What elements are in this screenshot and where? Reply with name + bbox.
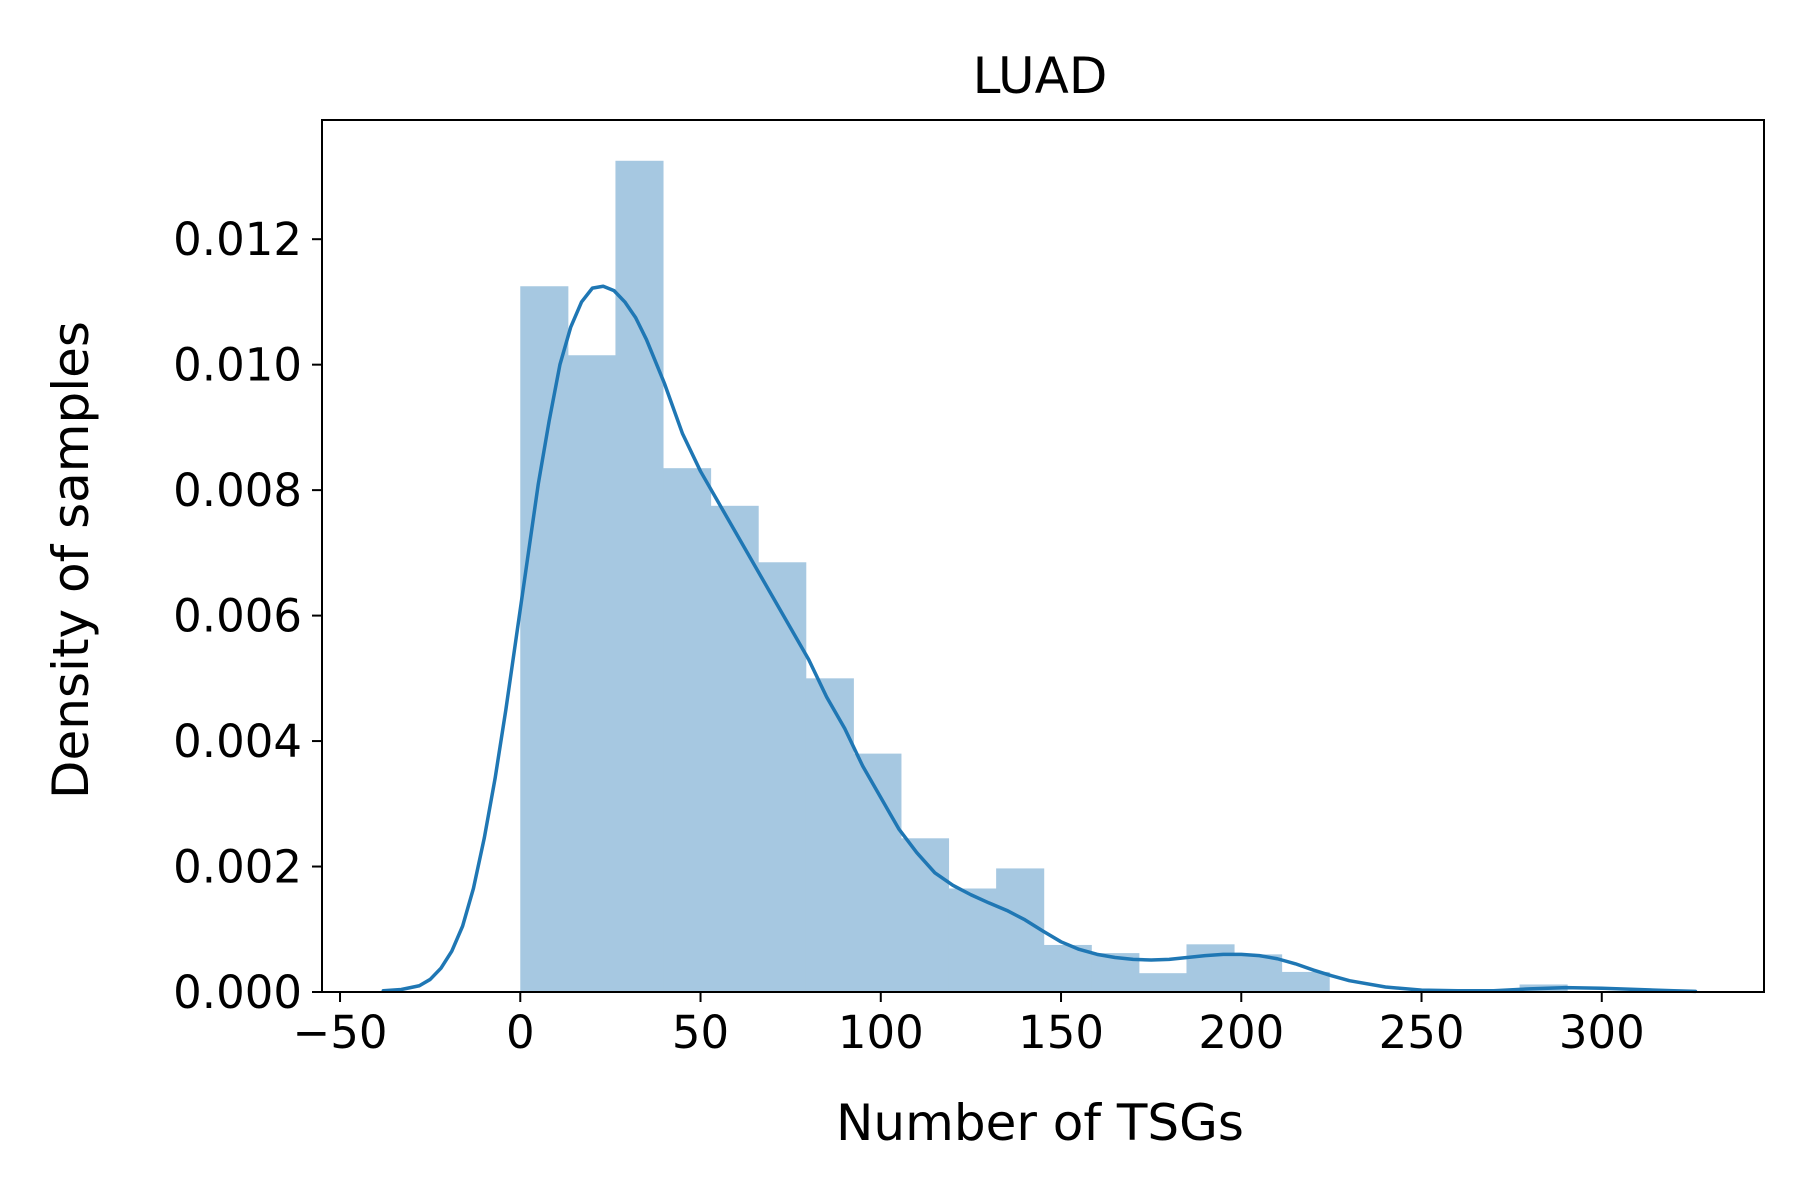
x-tick-label: 0 xyxy=(506,1006,535,1059)
x-tick-label: 100 xyxy=(838,1006,924,1059)
histogram-bar xyxy=(615,160,664,992)
histogram-bar xyxy=(1281,971,1330,992)
y-tick-label: 0.012 xyxy=(173,213,302,266)
x-axis-title: Number of TSGs xyxy=(836,1094,1244,1152)
histogram-bar xyxy=(1043,944,1092,992)
y-axis-ticks: 0.000 0.002 0.004 0.006 0.008 0.010 0.012 xyxy=(173,213,322,1019)
x-tick-label: 200 xyxy=(1198,1006,1284,1059)
histogram-bars xyxy=(520,160,1568,992)
x-axis-ticks: −50 0 50 100 150 200 250 300 xyxy=(293,992,1645,1059)
x-tick-label: 300 xyxy=(1559,1006,1645,1059)
x-tick-label: 150 xyxy=(1018,1006,1104,1059)
histogram-bar xyxy=(520,286,569,992)
histogram-bar xyxy=(805,678,854,992)
x-tick-label: 250 xyxy=(1379,1006,1465,1059)
plot-frame xyxy=(321,119,1765,993)
kde-curve xyxy=(381,284,1698,994)
x-tick-label: 50 xyxy=(672,1006,729,1059)
histogram-bar xyxy=(1234,954,1283,992)
histogram-bar xyxy=(567,355,616,992)
histogram-bar xyxy=(1186,944,1235,992)
y-axis-title: Density of samples xyxy=(42,321,100,799)
y-tick-label: 0.002 xyxy=(173,841,302,894)
histogram-bar xyxy=(663,468,712,992)
histogram-bar xyxy=(1138,973,1187,992)
histogram-bar xyxy=(948,888,997,992)
histogram-bar xyxy=(710,505,759,992)
y-tick-label: 0.000 xyxy=(173,966,302,1019)
y-tick-label: 0.006 xyxy=(173,590,302,643)
y-tick-label: 0.004 xyxy=(173,715,302,768)
x-tick-label: −50 xyxy=(293,1006,388,1059)
y-tick-label: 0.008 xyxy=(173,464,302,517)
histogram-bar xyxy=(996,868,1045,992)
chart-title: LUAD xyxy=(973,47,1108,105)
y-tick-label: 0.010 xyxy=(173,339,302,392)
histogram-bar xyxy=(758,562,807,992)
